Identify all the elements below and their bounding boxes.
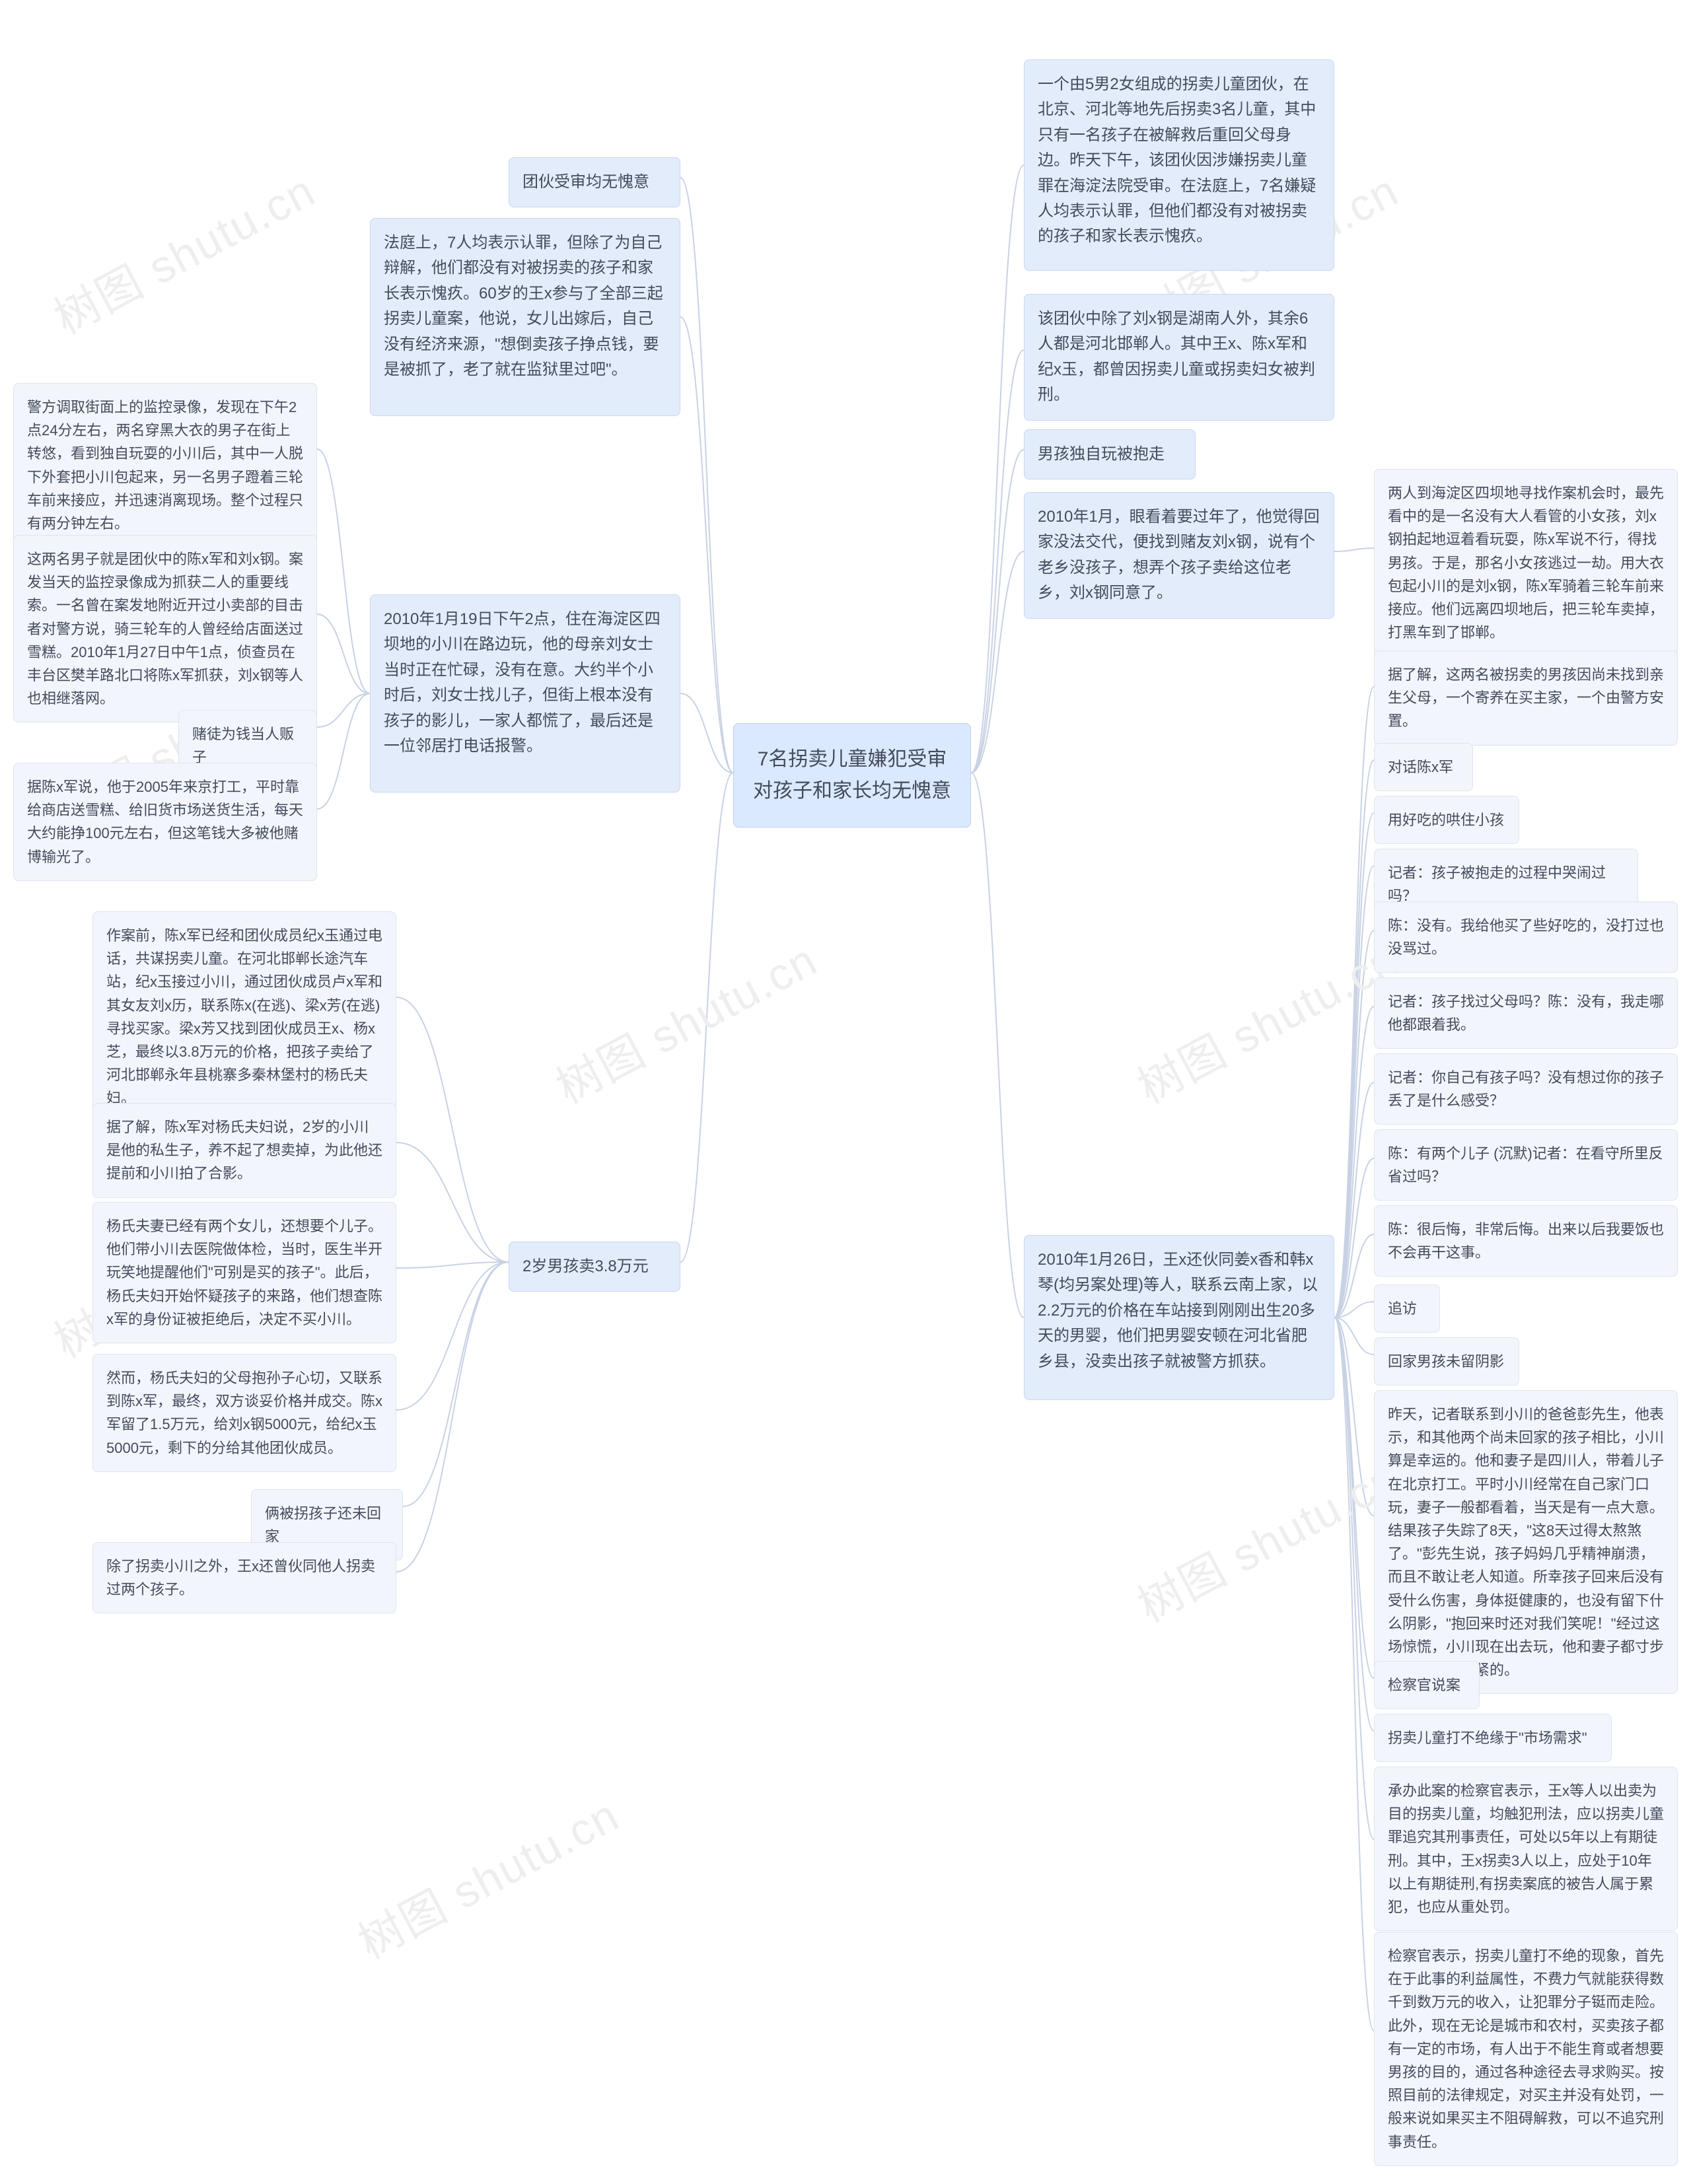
mindmap-node: 记者：孩子找过父母吗？陈：没有，我走哪他都跟着我。 <box>1374 977 1678 1049</box>
mindmap-node: 一个由5男2女组成的拐卖儿童团伙，在北京、河北等地先后拐卖3名儿童，其中只有一名… <box>1024 59 1334 271</box>
mindmap-node: 拐卖儿童打不绝缘于"市场需求" <box>1374 1714 1612 1762</box>
mindmap-node: 据了解，这两名被拐卖的男孩因尚未找到亲生父母，一个寄养在买主家，一个由警方安置。 <box>1374 651 1678 746</box>
watermark: 树图 shutu.cn <box>543 924 827 1116</box>
mindmap-node: 杨氏夫妻已经有两个女儿，还想要个儿子。他们带小川去医院做体检，当时，医生半开玩笑… <box>92 1202 396 1343</box>
mindmap-node: 承办此案的检察官表示，王x等人以出卖为目的拐卖儿童，均触犯刑法，应以拐卖儿童罪追… <box>1374 1767 1678 1931</box>
mindmap-node: 追访 <box>1374 1285 1440 1333</box>
mindmap-node: 然而，杨氏夫妇的父母抱孙子心切，又联系到陈x军，最终，双方谈妥价格并成交。陈x军… <box>92 1354 396 1472</box>
mindmap-canvas: { "canvas": { "width": 2560, "height": 3… <box>0 0 1691 2184</box>
watermark: 树图 shutu.cn <box>345 1779 629 1971</box>
mindmap-node: 昨天，记者联系到小川的爸爸彭先生，他表示，和其他两个尚未回家的孩子相比，小川算是… <box>1374 1390 1678 1694</box>
mindmap-node: 两人到海淀区四坝地寻找作案机会时，最先看中的是一名没有大人看管的小女孩，刘x钢拍… <box>1374 469 1678 656</box>
mindmap-node: 据陈x军说，他于2005年来京打工，平时靠给商店送雪糕、给旧货市场送货生活，每天… <box>13 763 317 881</box>
mindmap-node: 记者：你自己有孩子吗？没有想过你的孩子丢了是什么感受？ <box>1374 1053 1678 1125</box>
mindmap-node: 作案前，陈x军已经和团伙成员纪x玉通过电话，共谋拐卖儿童。在河北邯郸长途汽车站，… <box>92 911 396 1123</box>
mindmap-node: 警方调取街面上的监控录像，发现在下午2点24分左右，两名穿黑大衣的男子在街上转悠… <box>13 383 317 547</box>
mindmap-node: 2010年1月19日下午2点，住在海淀区四坝地的小川在路边玩，他的母亲刘女士当时… <box>370 594 680 793</box>
mindmap-node: 陈：没有。我给他买了些好吃的，没打过也没骂过。 <box>1374 901 1678 973</box>
mindmap-node: 团伙受审均无愧意 <box>509 157 680 207</box>
mindmap-node: 法庭上，7人均表示认罪，但除了为自己辩解，他们都没有对被拐卖的孩子和家长表示愧疚… <box>370 218 680 416</box>
mindmap-node: 这两名男子就是团伙中的陈x军和刘x钢。案发当天的监控录像成为抓获二人的重要线索。… <box>13 535 317 722</box>
mindmap-node: 该团伙中除了刘x钢是湖南人外，其余6人都是河北邯郸人。其中王x、陈x军和纪x玉，… <box>1024 294 1334 421</box>
watermark: 树图 shutu.cn <box>1124 924 1408 1116</box>
mindmap-node: 回家男孩未留阴影 <box>1374 1337 1519 1386</box>
mindmap-node: 用好吃的哄住小孩 <box>1374 796 1519 844</box>
mindmap-node: 陈：很后悔，非常后悔。出来以后我要饭也不会再干这事。 <box>1374 1205 1678 1277</box>
mindmap-node: 2010年1月26日，王x还伙同姜x香和韩x琴(均另案处理)等人，联系云南上家，… <box>1024 1235 1334 1400</box>
mindmap-node: 陈：有两个儿子 (沉默)记者：在看守所里反省过吗？ <box>1374 1129 1678 1201</box>
mindmap-node: 男孩独自玩被抱走 <box>1024 429 1196 479</box>
mindmap-node: 对话陈x军 <box>1374 743 1473 791</box>
watermark: 树图 shutu.cn <box>1124 1442 1408 1635</box>
mindmap-node: 2010年1月，眼看着要过年了，他觉得回家没法交代，便找到赌友刘x钢，说有个老乡… <box>1024 492 1334 619</box>
mindmap-node: 2岁男孩卖3.8万元 <box>509 1242 680 1292</box>
mindmap-node: 除了拐卖小川之外，王x还曾伙同他人拐卖过两个孩子。 <box>92 1542 396 1613</box>
mindmap-node: 检察官表示，拐卖儿童打不绝的现象，首先在于此事的利益属性，不费力气就能获得数千到… <box>1374 1932 1678 2166</box>
mindmap-node: 据了解，陈x军对杨氏夫妇说，2岁的小川是他的私生子，养不起了想卖掉，为此他还提前… <box>92 1103 396 1198</box>
mindmap-node: 7名拐卖儿童嫌犯受审 对孩子和家长均无愧意 <box>733 723 971 828</box>
mindmap-node: 检察官说案 <box>1374 1661 1480 1709</box>
watermark: 树图 shutu.cn <box>41 155 325 347</box>
